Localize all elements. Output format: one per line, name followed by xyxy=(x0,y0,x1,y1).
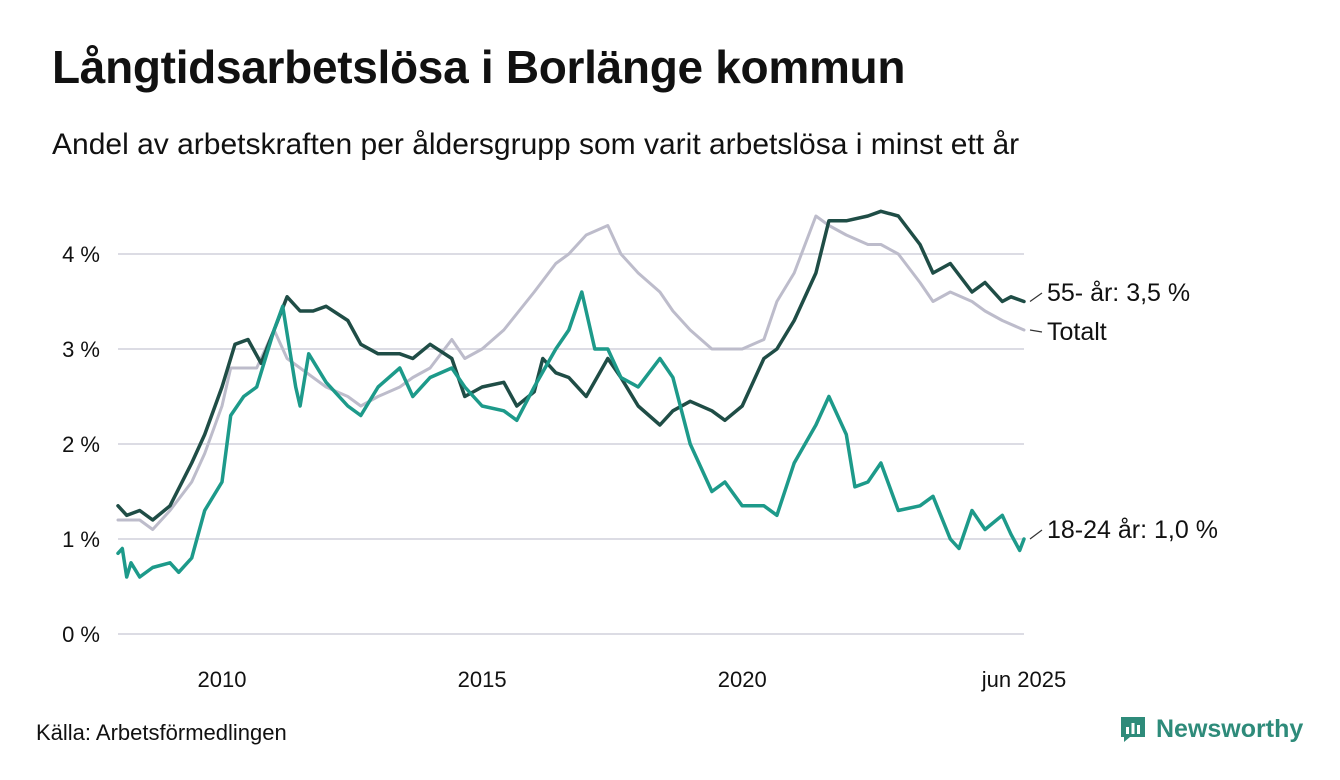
source-note: Källa: Arbetsförmedlingen xyxy=(36,720,287,745)
label-leader-line xyxy=(1029,292,1043,302)
series-line xyxy=(116,209,1026,522)
series-lines xyxy=(116,209,1026,579)
bar-chart-logo-icon xyxy=(1121,717,1145,742)
brand-logo: Newsworthy xyxy=(1118,714,1303,744)
brand-name: Newsworthy xyxy=(1156,714,1304,743)
series-end-label: 18-24 år: 1,0 % xyxy=(1047,516,1218,544)
x-tick-label: 2010 xyxy=(198,667,247,692)
series-line xyxy=(116,290,1026,579)
x-tick-label: 2015 xyxy=(458,667,507,692)
x-tick-label: 2020 xyxy=(718,667,767,692)
gridlines xyxy=(118,253,1024,635)
chart-title: Långtidsarbetslösa i Borlänge kommun xyxy=(52,41,906,93)
label-leader-line xyxy=(1029,329,1043,333)
chart-subtitle: Andel av arbetskraften per åldersgrupp s… xyxy=(52,128,1020,161)
y-tick-label: 0 % xyxy=(62,622,100,647)
series-end-labels: Totalt 55- år: 3,5 % 18-24 år: 1,0 % xyxy=(1029,279,1218,544)
series-end-label: Totalt xyxy=(1047,318,1107,346)
y-tick-label: 2 % xyxy=(62,432,100,457)
line-chart: 0 % 1 % 2 % 3 % 4 % 2010 2015 2020 jun 2025 Tot… xyxy=(62,209,1218,692)
y-tick-label: 3 % xyxy=(62,337,100,362)
x-tick-label: jun 2025 xyxy=(981,667,1066,692)
y-tick-label: 1 % xyxy=(62,527,100,552)
series-line xyxy=(116,214,1026,531)
x-axis-ticks: 2010 2015 2020 jun 2025 xyxy=(198,667,1067,692)
y-axis-ticks: 0 % 1 % 2 % 3 % 4 % xyxy=(62,242,100,647)
label-leader-line xyxy=(1029,529,1043,540)
y-tick-label: 4 % xyxy=(62,242,100,267)
series-end-label: 55- år: 3,5 % xyxy=(1047,279,1190,307)
